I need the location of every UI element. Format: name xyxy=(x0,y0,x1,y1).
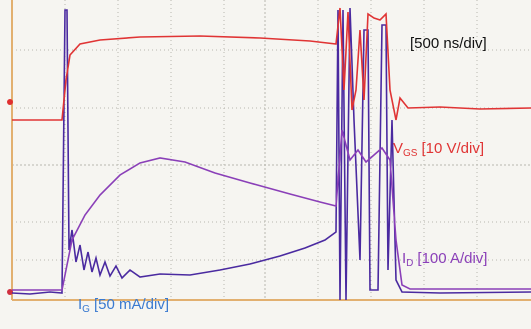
vgs-scale: [10 V/div] xyxy=(421,140,484,157)
vgs-trace xyxy=(12,8,531,120)
id-label: ID[100 A/div] xyxy=(402,250,487,269)
time-scale: [500 ns/div] xyxy=(410,35,487,52)
scope-screen: [500 ns/div] VGS[10 V/div] ID[100 A/div]… xyxy=(0,0,531,329)
id-subscript: D xyxy=(406,258,413,269)
vgs-label: VGS[10 V/div] xyxy=(393,140,484,159)
vgs-symbol: V xyxy=(393,140,403,157)
vgs-subscript: GS xyxy=(403,148,418,159)
ig-label: IG[50 mA/div] xyxy=(78,296,169,315)
ig-scale: [50 mA/div] xyxy=(94,296,169,313)
ig-subscript: G xyxy=(82,304,90,315)
vgs-marker xyxy=(7,99,13,105)
id-scale: [100 A/div] xyxy=(417,250,487,267)
